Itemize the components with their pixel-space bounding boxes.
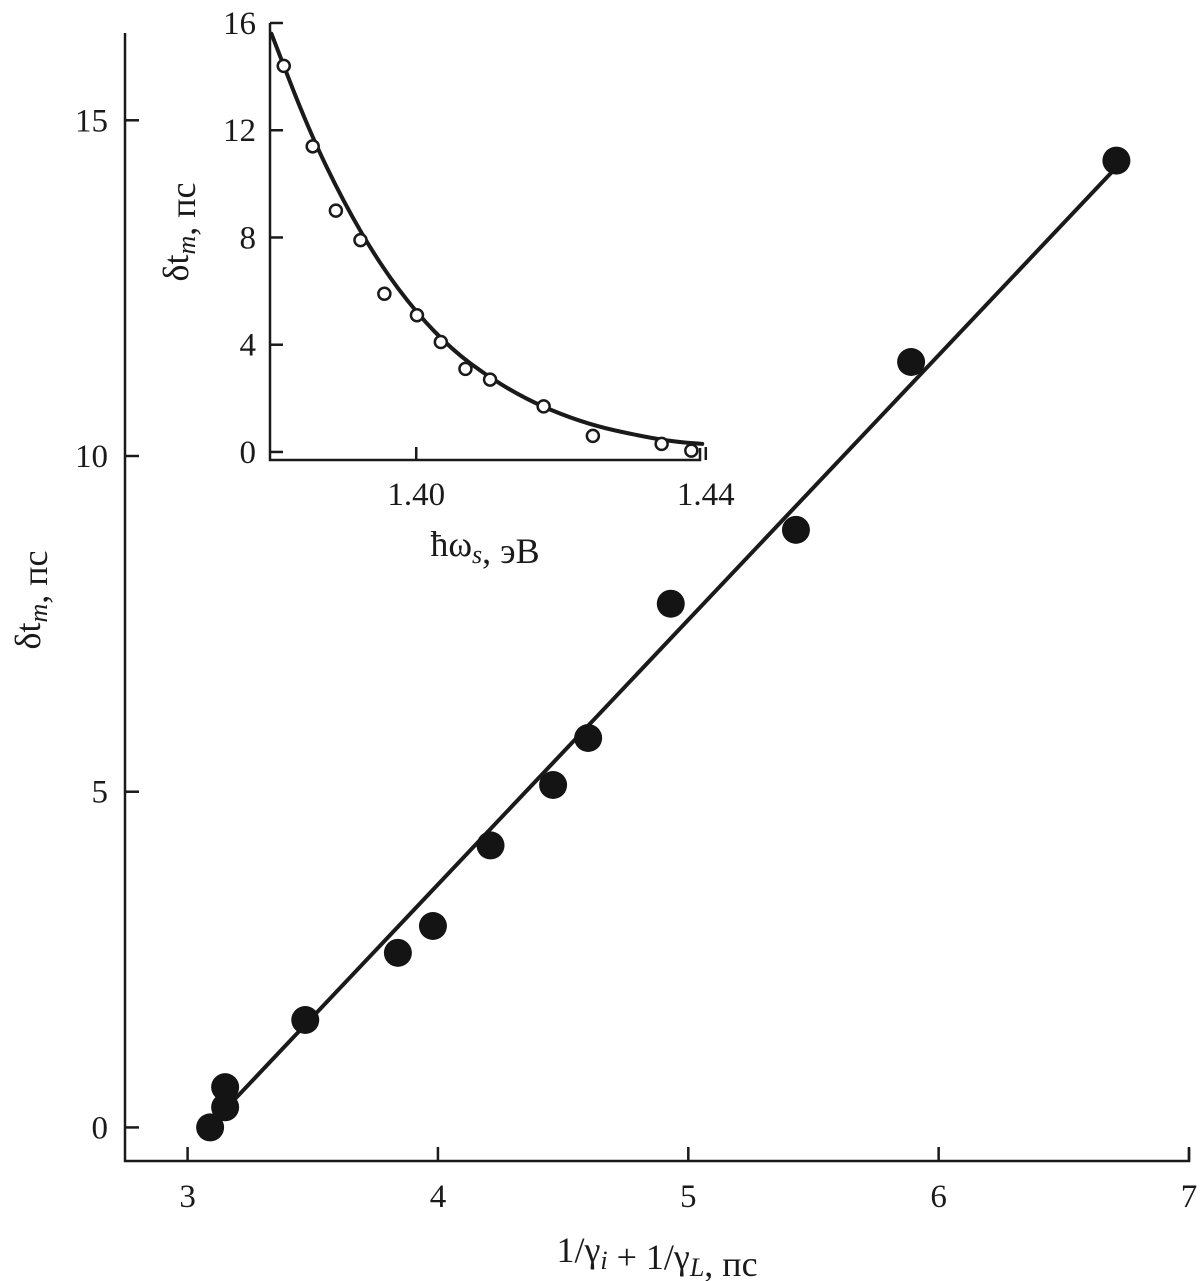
main-y-tick-label: 5 [92, 775, 109, 811]
main-data-point [781, 515, 810, 544]
inset-data-point [654, 436, 669, 452]
inset-x-tick-label: 1.44 [677, 477, 735, 513]
main-y-axis-label: δtm, пс [8, 551, 55, 650]
inset-x-axis-label: ħωs, эВ [430, 524, 539, 571]
inset-y-tick-label: 8 [240, 220, 257, 256]
inset-data-point [409, 307, 425, 323]
inset-y-tick-label: 4 [240, 328, 257, 364]
main-data-point [656, 589, 685, 618]
inset-data-point [482, 372, 498, 387]
main-points [196, 146, 1131, 1142]
main-data-point [211, 1093, 240, 1122]
main-x-tick-label: 7 [1181, 1179, 1198, 1215]
inset-axes [268, 21, 708, 462]
inset-data-point [585, 428, 601, 444]
inset-background [262, 8, 707, 563]
main-y-tick-labels: 0 5 10 15 [75, 103, 108, 1146]
main-x-tick-labels: 3 4 5 6 7 [179, 1179, 1197, 1215]
inset-data-point [328, 203, 344, 218]
main-data-point [196, 1113, 225, 1142]
inset-data-point [433, 334, 449, 350]
main-x-tick-label: 3 [179, 1179, 196, 1215]
main-chart: 3 4 5 6 7 0 5 10 15 1/γi + 1/γL, пс δtm, пс [8, 33, 1197, 1281]
inset-y-tick-labels: 0 4 8 12 16 [223, 6, 256, 471]
main-data-point [476, 831, 505, 860]
inset-data-point [377, 286, 392, 302]
main-data-point [418, 912, 447, 940]
main-y-tick-label: 0 [92, 1110, 109, 1146]
main-data-point [291, 1006, 320, 1034]
inset-data-point [536, 399, 551, 414]
inset-data-point [305, 139, 320, 154]
inset-y-axis-label: δtm, пс [156, 183, 203, 282]
inset-y-tick-label: 0 [240, 435, 257, 471]
inset-x-tick-label: 1.40 [387, 477, 445, 513]
main-x-axis-label: 1/γi + 1/γL, пс [556, 1230, 757, 1281]
main-data-point [383, 938, 412, 967]
inset-data-point [458, 361, 473, 377]
main-data-point [211, 1073, 240, 1102]
main-data-point [897, 348, 926, 376]
inset-data-point [353, 232, 368, 248]
inset-chart: 1.40 1.44 0 4 8 12 16 ħωs, эВ δtm, пс [156, 6, 735, 571]
inset-y-tick-label: 16 [223, 6, 256, 42]
main-x-tick-label: 5 [680, 1179, 697, 1215]
inset-data-point [276, 58, 292, 74]
inset-y-tick-label: 12 [223, 113, 256, 149]
main-data-point [1102, 146, 1131, 175]
main-y-tick-label: 15 [75, 103, 108, 139]
main-y-tick-label: 10 [75, 439, 108, 475]
main-axes [123, 33, 1191, 1163]
main-x-tick-label: 4 [430, 1179, 447, 1215]
main-fit-line [215, 165, 1119, 1120]
inset-fit-curve [269, 31, 705, 446]
main-data-point [539, 771, 568, 799]
inset-x-tick-labels: 1.40 1.44 [387, 477, 734, 513]
main-data-point [574, 724, 603, 752]
inset-axis-frame [268, 23, 702, 462]
inset-points [276, 58, 699, 458]
main-x-tick-label: 6 [930, 1179, 947, 1215]
inset-data-point [684, 443, 699, 458]
